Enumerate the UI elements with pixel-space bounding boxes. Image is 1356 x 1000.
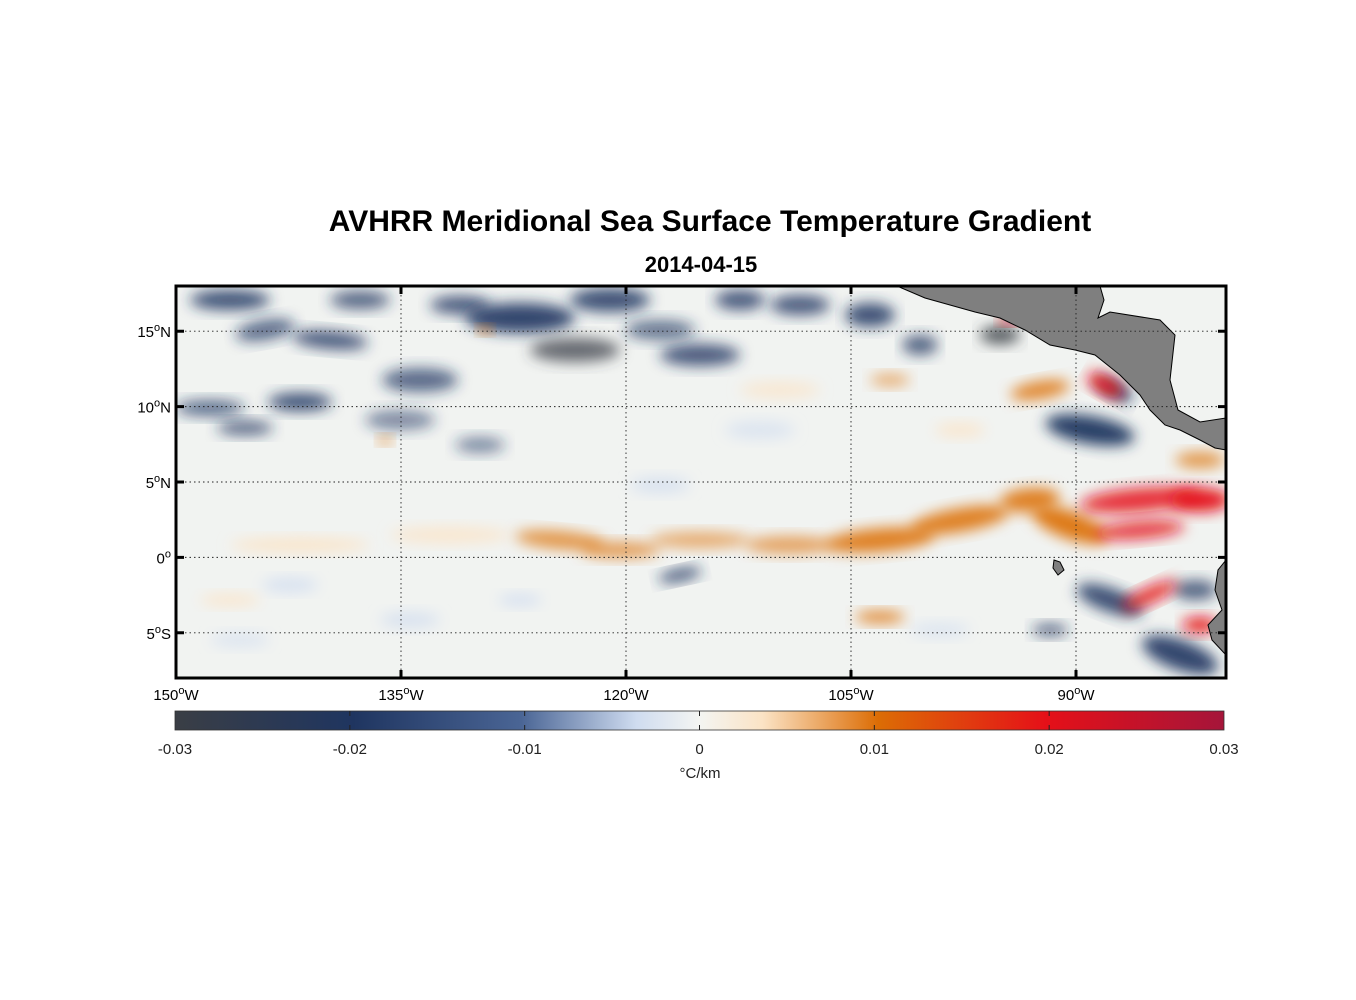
gradient-feature <box>1122 580 1178 610</box>
gradient-feature <box>855 611 905 623</box>
gradient-feature <box>580 542 660 558</box>
y-tick-label: 15oN <box>137 322 171 341</box>
gradient-feature <box>902 335 938 355</box>
chart-title: AVHRR Meridional Sea Surface Temperature… <box>328 205 1092 238</box>
map-frame <box>174 284 1228 680</box>
gradient-feature <box>530 338 620 362</box>
galapagos-island <box>1052 559 1065 576</box>
gradient-feature <box>910 505 1010 535</box>
gradient-feature <box>625 320 695 340</box>
gradient-feature <box>845 303 895 327</box>
gradient-feature <box>660 344 740 366</box>
gradient-feature <box>1045 414 1135 446</box>
x-tick-label: 135oW <box>378 685 424 704</box>
gradient-feature <box>910 623 970 637</box>
gradient-feature <box>477 326 493 334</box>
gradient-feature <box>740 382 820 398</box>
gradient-feature <box>825 527 935 553</box>
colorbar-tick-label: 0.03 <box>1209 741 1238 758</box>
gradient-feature <box>770 295 830 315</box>
gradient-feature <box>935 423 985 437</box>
colorbar-ticks: -0.03 -0.02 -0.01 0 0.01 0.02 0.03 <box>158 711 1239 758</box>
gradient-feature <box>1175 452 1225 468</box>
gradient-feature <box>217 421 273 435</box>
y-tick-label: 0o <box>157 548 171 567</box>
gradient-feature <box>1173 580 1217 600</box>
colorbar-tick-label: -0.02 <box>333 741 367 758</box>
land-mass <box>896 286 1226 656</box>
gradient-feature <box>262 578 318 592</box>
gradient-feature <box>745 536 835 554</box>
gradient-feature <box>1032 506 1108 544</box>
colorbar-label: °C/km <box>680 765 721 782</box>
gradient-feature <box>1087 372 1123 398</box>
x-tick-labels: 150oW 135oW 120oW 105oW 90oW <box>153 685 1095 704</box>
gradient-feature <box>210 633 270 647</box>
gradient-feature <box>200 594 260 606</box>
gradient-feature <box>235 318 295 342</box>
colorbar-tick-label: -0.01 <box>508 741 542 758</box>
colorbar-tick-label: 0.02 <box>1035 741 1064 758</box>
gradient-field <box>176 286 1226 678</box>
gradient-feature <box>230 538 370 552</box>
south-america-land <box>1207 559 1226 656</box>
gradient-feature <box>1080 486 1200 514</box>
gradient-feature <box>980 326 1020 344</box>
gradient-feature <box>1142 635 1218 675</box>
gradient-feature <box>1095 520 1185 540</box>
gradient-feature <box>515 530 605 550</box>
gradient-feature <box>1032 624 1068 636</box>
gradient-feature <box>390 527 510 543</box>
y-tick-label: 5oS <box>147 624 171 643</box>
y-tick-label: 10oN <box>137 398 171 417</box>
central-america-land <box>896 286 1226 451</box>
x-tick-label: 90oW <box>1058 685 1096 704</box>
x-tick-label: 105oW <box>828 685 874 704</box>
gradient-feature <box>455 437 505 453</box>
gradient-feature <box>330 291 390 309</box>
gradient-feature <box>465 303 575 333</box>
gradient-feature <box>190 290 270 310</box>
gradient-feature <box>292 330 368 350</box>
colorbar: -0.03 -0.02 -0.01 0 0.01 0.02 0.03 °C/km <box>158 710 1239 782</box>
gradient-feature <box>570 288 650 312</box>
gradient-feature <box>1170 488 1226 512</box>
gradient-feature <box>377 436 393 444</box>
gradient-feature <box>630 477 690 493</box>
gradient-feature <box>870 374 910 386</box>
colorbar-tick-label: 0 <box>695 741 703 758</box>
gradient-feature <box>176 400 245 416</box>
gradient-feature <box>380 612 440 628</box>
gradient-feature <box>725 421 795 439</box>
colorbar-tick-label: -0.03 <box>158 741 192 758</box>
gradient-feature <box>268 393 332 411</box>
gradient-feature <box>658 567 702 583</box>
y-tick-label: 5oN <box>146 473 171 492</box>
gradient-feature <box>498 594 542 606</box>
gradient-feature <box>715 290 765 310</box>
gradient-feature <box>1010 379 1070 401</box>
gradient-feature <box>650 532 750 548</box>
chart-subtitle: 2014-04-15 <box>644 252 758 277</box>
colorbar-tick-label: 0.01 <box>860 741 889 758</box>
x-tick-label: 120oW <box>603 685 649 704</box>
x-tick-label: 150oW <box>153 685 199 704</box>
y-tick-labels: 15oN 10oN 5oN 0o 5oS <box>137 322 171 643</box>
gradient-feature <box>382 368 458 392</box>
gradient-feature <box>365 410 435 430</box>
